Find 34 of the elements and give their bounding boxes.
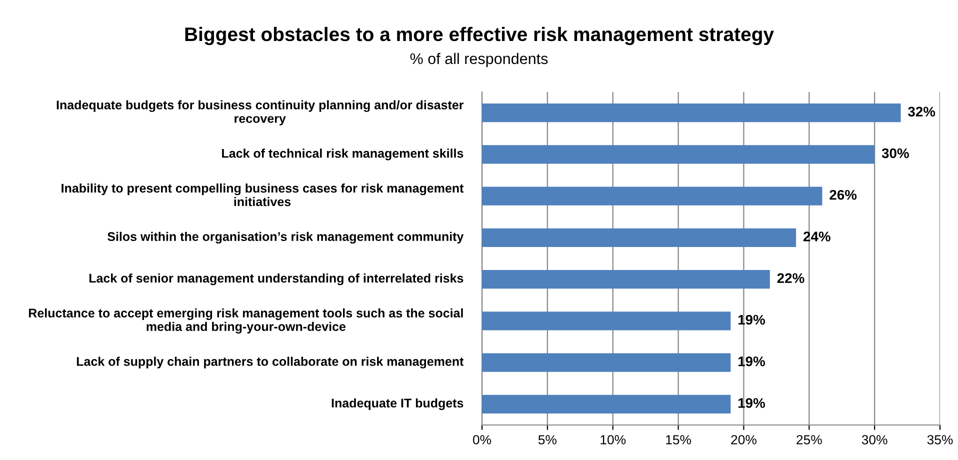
data-label: 26%	[830, 190, 857, 200]
data-label: 30%	[882, 148, 909, 158]
x-tick-label: 20%	[731, 435, 756, 444]
x-tick-label: 30%	[862, 435, 888, 444]
chart-subtitle: % of all respondents	[410, 52, 548, 68]
data-label: 19%	[738, 398, 766, 408]
y-tick-label: Lack of technical risk management skills	[222, 148, 464, 160]
y-tick-label: Reluctance to accept emerging risk management tools such as the social media and bring-your-own-device	[28, 308, 463, 334]
bar	[482, 103, 901, 122]
data-label: 32%	[908, 106, 936, 117]
y-tick-label: Lack of senior management understanding of interrelated risks	[89, 273, 464, 286]
x-tick-label: 5%	[538, 435, 556, 444]
x-tick-label: 10%	[600, 435, 626, 444]
x-tick-label: 0%	[472, 435, 492, 444]
bar	[482, 353, 731, 372]
data-label: 19%	[738, 314, 766, 325]
data-label: 24%	[803, 232, 830, 242]
y-tick-label: Inadequate IT budgets	[332, 398, 464, 410]
y-tick-label: Inability to present compelling business cases for risk management initiatives	[62, 183, 464, 206]
bar	[482, 145, 875, 164]
data-label: 19%	[738, 356, 766, 366]
bar	[482, 312, 731, 330]
x-tick-label: 35%	[927, 435, 953, 444]
bar	[482, 228, 796, 248]
bar	[482, 270, 770, 289]
y-tick-label: Silos within the organisation’s risk management community	[108, 232, 464, 244]
chart-title: Biggest obstacles to a more effective risk management strategy	[185, 26, 774, 46]
bar	[482, 394, 731, 414]
y-tick-label: Lack of supply chain partners to collaborate on risk management	[76, 356, 464, 368]
bar	[482, 186, 822, 206]
data-label: 22%	[777, 273, 804, 284]
x-tick-label: 25%	[796, 435, 822, 444]
x-tick-label: 15%	[666, 435, 692, 444]
y-tick-label: Inadequate budgets for business continuity planning and/or disaster recovery	[56, 100, 464, 126]
